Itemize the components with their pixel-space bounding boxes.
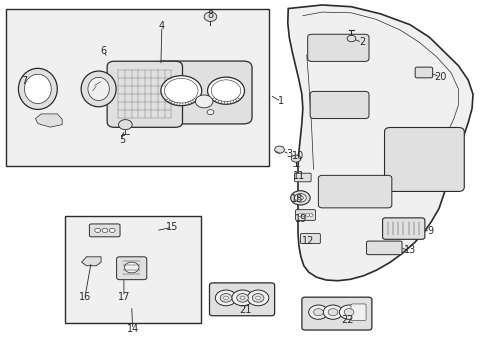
Ellipse shape <box>88 77 109 100</box>
Circle shape <box>346 35 355 42</box>
Circle shape <box>294 194 305 202</box>
Circle shape <box>308 213 312 216</box>
FancyBboxPatch shape <box>301 297 371 330</box>
FancyBboxPatch shape <box>318 175 391 208</box>
Circle shape <box>344 309 353 316</box>
Polygon shape <box>35 114 62 127</box>
FancyBboxPatch shape <box>350 304 366 320</box>
Polygon shape <box>81 257 101 266</box>
Text: 18: 18 <box>290 194 303 204</box>
Circle shape <box>240 296 244 300</box>
Ellipse shape <box>24 74 51 104</box>
Text: 7: 7 <box>21 76 27 86</box>
Circle shape <box>290 155 300 162</box>
Circle shape <box>297 196 303 200</box>
FancyBboxPatch shape <box>300 234 320 244</box>
Text: 6: 6 <box>100 46 106 56</box>
Circle shape <box>220 294 231 302</box>
Circle shape <box>323 305 342 319</box>
Circle shape <box>118 120 132 130</box>
FancyBboxPatch shape <box>366 241 401 255</box>
FancyBboxPatch shape <box>414 67 432 78</box>
Ellipse shape <box>81 71 116 107</box>
Circle shape <box>255 296 260 300</box>
Circle shape <box>301 213 305 216</box>
Circle shape <box>290 191 309 205</box>
Circle shape <box>206 110 213 114</box>
Circle shape <box>215 290 236 306</box>
Circle shape <box>297 213 301 216</box>
Circle shape <box>327 309 337 316</box>
Text: 17: 17 <box>118 292 130 302</box>
Text: 9: 9 <box>427 226 432 236</box>
Text: 12: 12 <box>301 237 313 247</box>
Circle shape <box>95 228 101 233</box>
Text: 15: 15 <box>166 222 178 232</box>
Polygon shape <box>287 5 472 281</box>
Ellipse shape <box>19 68 57 109</box>
FancyBboxPatch shape <box>307 34 368 62</box>
Circle shape <box>102 228 108 233</box>
Text: 16: 16 <box>79 292 91 302</box>
FancyBboxPatch shape <box>294 173 310 182</box>
Circle shape <box>247 290 268 306</box>
FancyBboxPatch shape <box>382 218 424 239</box>
Bar <box>64 216 201 323</box>
Text: 8: 8 <box>207 10 213 20</box>
Text: 10: 10 <box>291 151 304 161</box>
Circle shape <box>223 296 228 300</box>
Text: 3: 3 <box>286 149 292 159</box>
FancyBboxPatch shape <box>209 283 274 316</box>
Text: 21: 21 <box>239 305 251 315</box>
Circle shape <box>236 294 248 302</box>
Text: 22: 22 <box>341 315 353 325</box>
Text: 4: 4 <box>159 21 164 31</box>
Circle shape <box>211 80 240 102</box>
Circle shape <box>274 146 284 153</box>
Circle shape <box>203 12 216 21</box>
Text: 14: 14 <box>126 324 139 334</box>
FancyBboxPatch shape <box>107 61 182 127</box>
Circle shape <box>313 309 323 316</box>
Text: 2: 2 <box>358 37 365 48</box>
Text: 5: 5 <box>119 135 125 145</box>
FancyBboxPatch shape <box>154 61 251 124</box>
Text: 19: 19 <box>295 214 307 224</box>
FancyBboxPatch shape <box>89 224 120 237</box>
Circle shape <box>109 228 115 233</box>
FancyBboxPatch shape <box>384 127 463 192</box>
Circle shape <box>124 262 139 273</box>
Circle shape <box>207 77 244 104</box>
Circle shape <box>231 290 253 306</box>
Bar <box>6 9 268 166</box>
Circle shape <box>161 76 201 106</box>
Text: 1: 1 <box>277 96 284 107</box>
Circle shape <box>252 294 264 302</box>
Circle shape <box>164 78 198 103</box>
FancyBboxPatch shape <box>116 257 146 280</box>
Circle shape <box>305 213 309 216</box>
FancyBboxPatch shape <box>295 210 315 220</box>
Circle shape <box>308 305 327 319</box>
Circle shape <box>339 305 358 319</box>
FancyBboxPatch shape <box>309 91 368 118</box>
Text: 11: 11 <box>292 171 305 181</box>
Text: 13: 13 <box>403 246 415 255</box>
Text: 20: 20 <box>433 72 445 82</box>
Circle shape <box>195 95 212 108</box>
